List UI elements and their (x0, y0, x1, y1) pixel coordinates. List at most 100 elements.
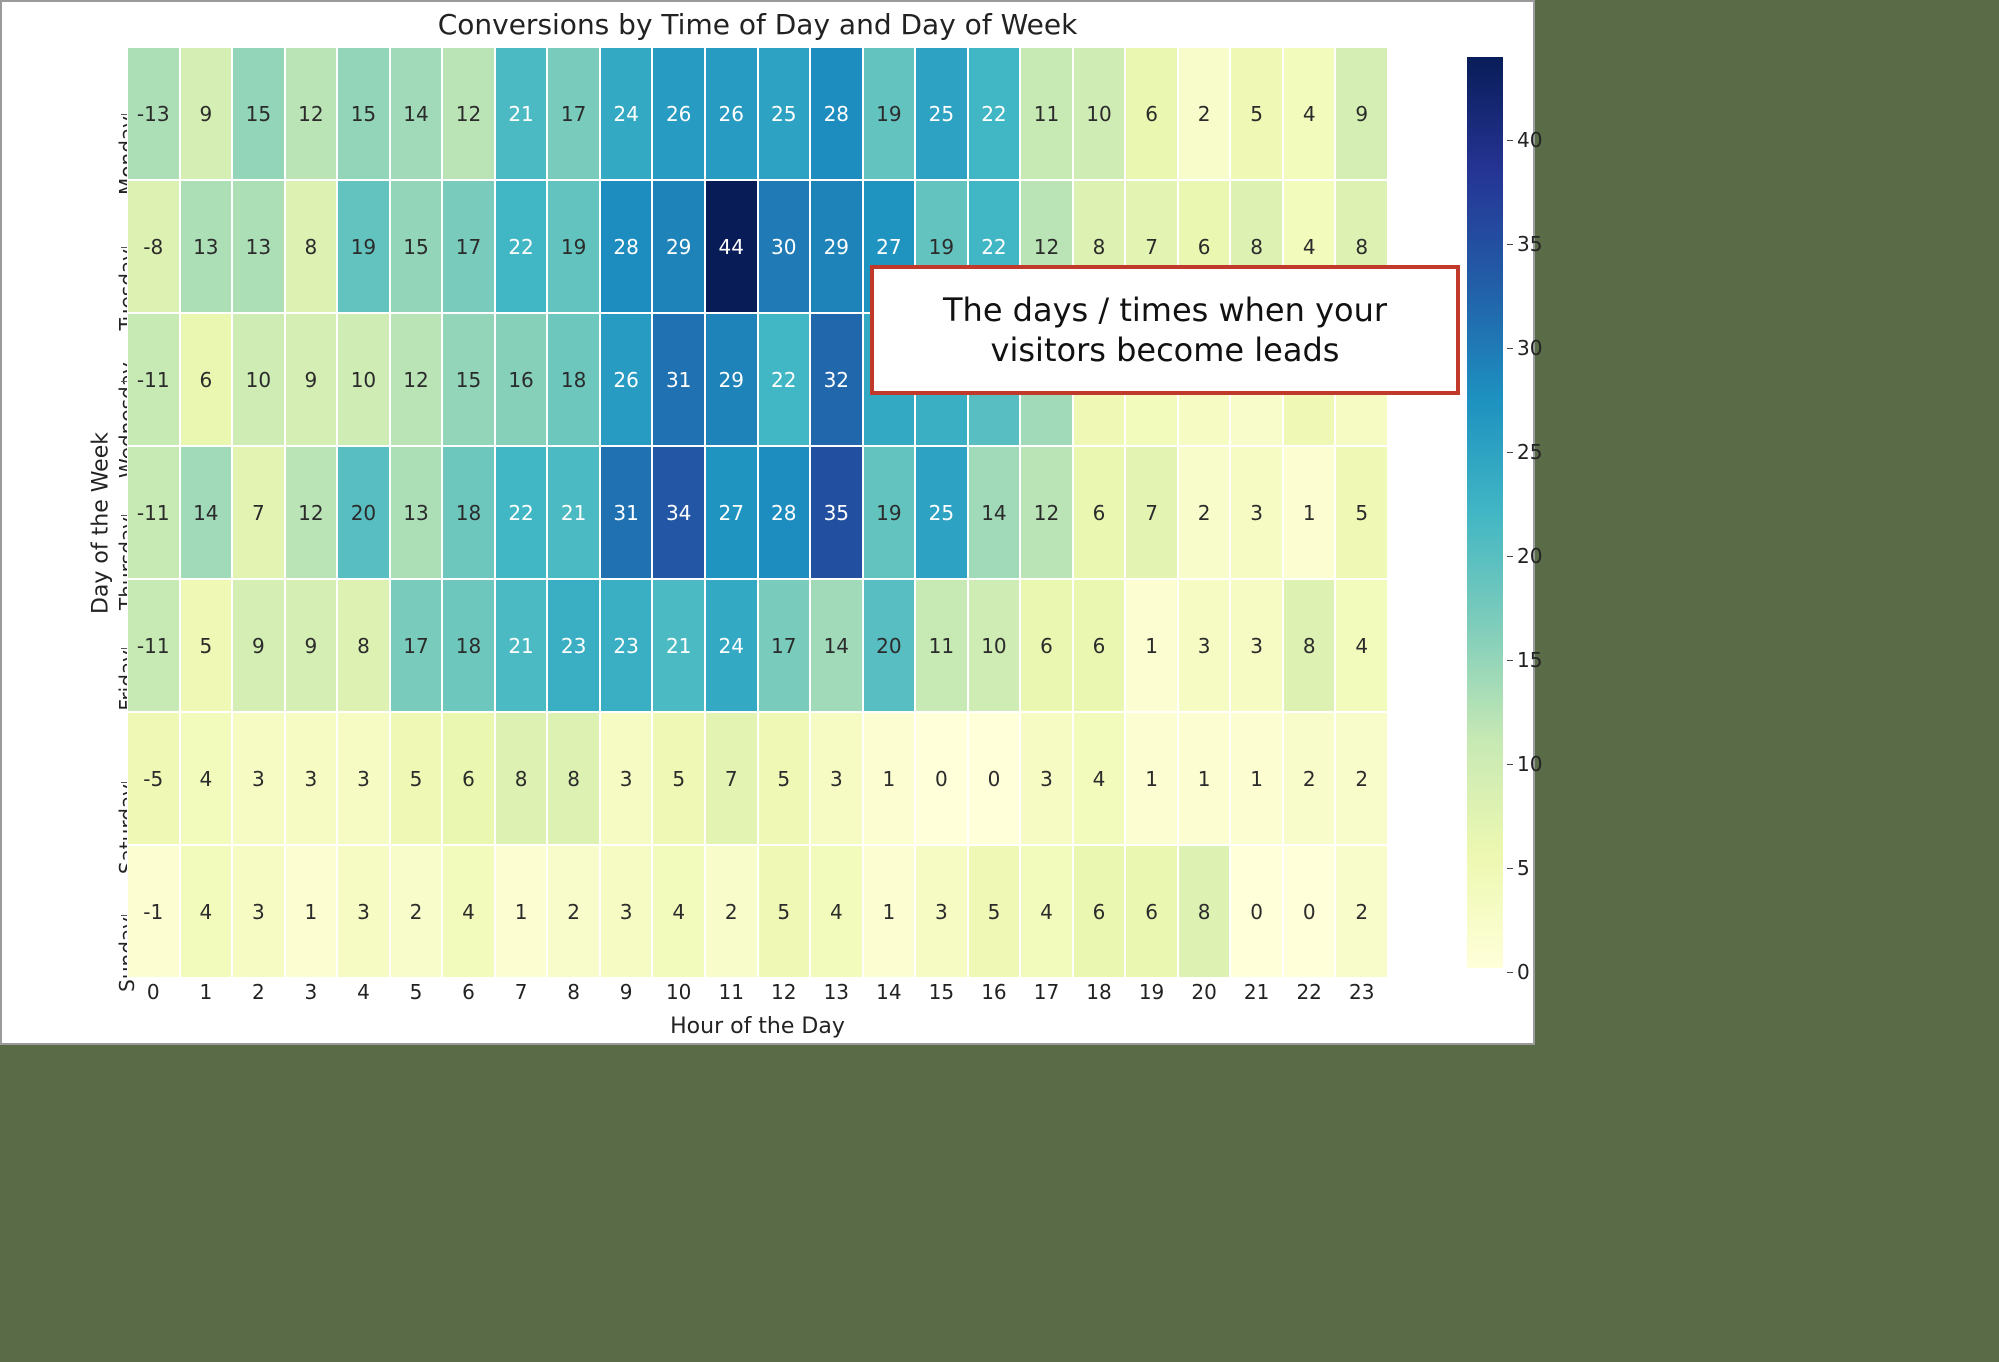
heatmap-cell: 1 (1230, 712, 1283, 845)
x-tick-label: 19 (1125, 980, 1178, 1008)
heatmap-cell: 21 (495, 579, 548, 712)
heatmap-cell: 31 (600, 446, 653, 579)
heatmap-cell: 10 (232, 313, 285, 446)
x-tick-label: 14 (863, 980, 916, 1008)
heatmap-cell: 5 (180, 579, 233, 712)
heatmap-cell: 44 (705, 180, 758, 313)
heatmap-cell: 28 (810, 47, 863, 180)
heatmap-cell: 16 (495, 313, 548, 446)
heatmap-cell: 0 (1283, 845, 1336, 978)
heatmap-cell: 6 (1020, 579, 1073, 712)
heatmap-cell: 24 (600, 47, 653, 180)
heatmap-cell: 29 (705, 313, 758, 446)
heatmap-cell: 12 (442, 47, 495, 180)
heatmap-cell: 28 (600, 180, 653, 313)
heatmap-cell: 25 (915, 446, 968, 579)
heatmap-cell: 18 (442, 579, 495, 712)
heatmap-cell: 20 (863, 579, 916, 712)
heatmap-cell: 9 (232, 579, 285, 712)
heatmap-cell: 3 (600, 712, 653, 845)
heatmap-cell: 22 (968, 47, 1021, 180)
chart-panel: Conversions by Time of Day and Day of We… (0, 0, 1535, 1045)
stage: Conversions by Time of Day and Day of We… (0, 0, 1999, 1362)
x-tick-label: 4 (337, 980, 390, 1008)
heatmap-cell: 17 (547, 47, 600, 180)
heatmap-cell: 14 (810, 579, 863, 712)
heatmap-cell: 0 (915, 712, 968, 845)
x-tick-label: 11 (705, 980, 758, 1008)
colorbar-tick-label: 15 (1517, 648, 1542, 672)
x-tick-label: 18 (1073, 980, 1126, 1008)
colorbar-tick-label: 30 (1517, 336, 1542, 360)
heatmap-cell: 30 (758, 180, 811, 313)
heatmap-cell: -11 (127, 313, 180, 446)
colorbar-tick-label: 35 (1517, 232, 1542, 256)
heatmap-cell: 6 (1125, 47, 1178, 180)
heatmap-cell: 1 (495, 845, 548, 978)
heatmap-cell: 14 (180, 446, 233, 579)
heatmap-cell: 29 (810, 180, 863, 313)
heatmap-cell: 1 (1125, 712, 1178, 845)
heatmap-cell: 18 (547, 313, 600, 446)
colorbar-tick-label: 5 (1517, 856, 1530, 880)
heatmap-cell: 7 (705, 712, 758, 845)
heatmap-cell: 4 (1020, 845, 1073, 978)
heatmap-cell: 3 (337, 712, 390, 845)
x-tick-label: 3 (285, 980, 338, 1008)
heatmap-cell: 12 (285, 446, 338, 579)
x-tick-label: 6 (442, 980, 495, 1008)
heatmap-cell: 22 (495, 446, 548, 579)
heatmap-cell: 5 (758, 712, 811, 845)
heatmap-cell: 2 (1283, 712, 1336, 845)
heatmap-cell: 8 (1283, 579, 1336, 712)
heatmap-cell: 4 (180, 845, 233, 978)
colorbar-tick (1507, 244, 1513, 245)
heatmap-cell: 26 (705, 47, 758, 180)
heatmap-cell: 34 (652, 446, 705, 579)
heatmap-cell: 19 (337, 180, 390, 313)
heatmap-cell: -11 (127, 579, 180, 712)
x-tick-label: 12 (758, 980, 811, 1008)
heatmap-cell: 10 (968, 579, 1021, 712)
heatmap-cell: 1 (1178, 712, 1231, 845)
heatmap-cell: 6 (442, 712, 495, 845)
heatmap-cell: 23 (600, 579, 653, 712)
x-tick-labels: 01234567891011121314151617181920212223 (127, 980, 1388, 1008)
heatmap-cell: 12 (1020, 446, 1073, 579)
heatmap-cell: 2 (1335, 712, 1388, 845)
heatmap-cell: 13 (180, 180, 233, 313)
heatmap-cell: 17 (758, 579, 811, 712)
heatmap-cell: 3 (232, 845, 285, 978)
colorbar-tick-label: 10 (1517, 752, 1542, 776)
y-tick-mark (121, 114, 127, 115)
x-tick-label: 8 (547, 980, 600, 1008)
y-tick-mark (121, 247, 127, 248)
heatmap-cell: 0 (1230, 845, 1283, 978)
heatmap-cell: 3 (337, 845, 390, 978)
heatmap-cell: 3 (915, 845, 968, 978)
heatmap-cell: 21 (652, 579, 705, 712)
heatmap-cell: -13 (127, 47, 180, 180)
heatmap-cell: 10 (1073, 47, 1126, 180)
heatmap-cell: 6 (1073, 845, 1126, 978)
x-tick-label: 7 (495, 980, 548, 1008)
heatmap-cell: 26 (652, 47, 705, 180)
heatmap-cell: 5 (652, 712, 705, 845)
heatmap-cell: 9 (180, 47, 233, 180)
heatmap-cell: 3 (1178, 579, 1231, 712)
y-tick-mark (121, 782, 127, 783)
heatmap-cell: 12 (390, 313, 443, 446)
heatmap-cell: 15 (232, 47, 285, 180)
heatmap-cell: 3 (600, 845, 653, 978)
x-axis-label: Hour of the Day (127, 1014, 1388, 1039)
heatmap-cell: 24 (705, 579, 758, 712)
y-tick-mark (121, 648, 127, 649)
colorbar-tick (1507, 452, 1513, 453)
colorbar-tick-label: 20 (1517, 544, 1542, 568)
heatmap-cell: 5 (1230, 47, 1283, 180)
heatmap-cell: 29 (652, 180, 705, 313)
heatmap-cell: -8 (127, 180, 180, 313)
heatmap-cell: 9 (285, 313, 338, 446)
x-tick-label: 23 (1335, 980, 1388, 1008)
heatmap-cell: 22 (495, 180, 548, 313)
